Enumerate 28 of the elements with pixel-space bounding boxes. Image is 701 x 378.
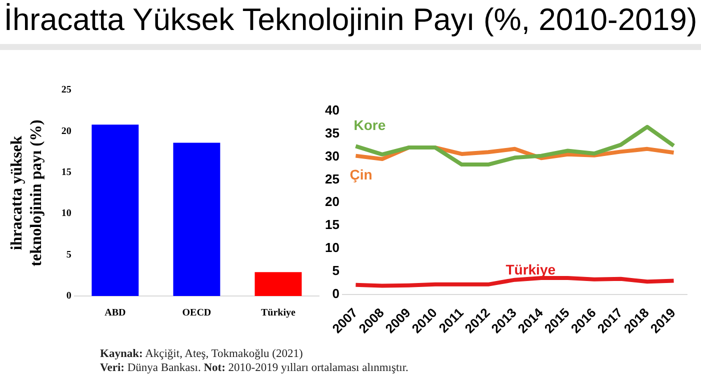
- text: Kaynak: Akçiğit, Ateş, Tokmakoğlu (2021): [100, 348, 303, 360]
- text: Veri: Dünya Bankası. Not: 2010-2019 yılları ortalaması alınmıştır.: [100, 362, 408, 374]
- y-tick-label: 15: [324, 217, 340, 232]
- x-tick-label: ABD: [104, 308, 126, 319]
- series-label: Türkiye: [506, 262, 556, 278]
- y-tick-label: 10: [61, 208, 72, 220]
- y-axis-title: ihracatta yüksek teknolojinin payı (%): [8, 120, 45, 266]
- y-tick-label: 5: [332, 263, 340, 278]
- y-tick-label: 15: [61, 166, 72, 178]
- series-label: Çin: [350, 166, 372, 183]
- bar: [92, 124, 139, 296]
- chart-title: İhracatta Yüksek Teknolojinin Payı (%, 2010-2019): [2, 2, 698, 38]
- y-tick-label: 20: [61, 126, 72, 137]
- y-tick-label: 5: [66, 249, 72, 260]
- x-tick-label: Türkiye: [261, 308, 296, 319]
- y-tick-label: 35: [324, 125, 340, 140]
- y-tick-label: 30: [324, 148, 340, 164]
- x-tick-label: OECD: [182, 308, 212, 319]
- bar: [173, 142, 220, 296]
- y-tick-label: 25: [324, 171, 340, 186]
- y-tick-label: 20: [324, 194, 340, 210]
- series-label: Kore: [354, 117, 386, 134]
- y-tick-label: 0: [66, 290, 72, 302]
- y-tick-label: 40: [324, 102, 340, 118]
- y-tick-label: 10: [324, 240, 340, 256]
- y-tick-label: 0: [332, 286, 340, 302]
- bar: [254, 272, 302, 296]
- y-tick-label: 25: [61, 84, 72, 96]
